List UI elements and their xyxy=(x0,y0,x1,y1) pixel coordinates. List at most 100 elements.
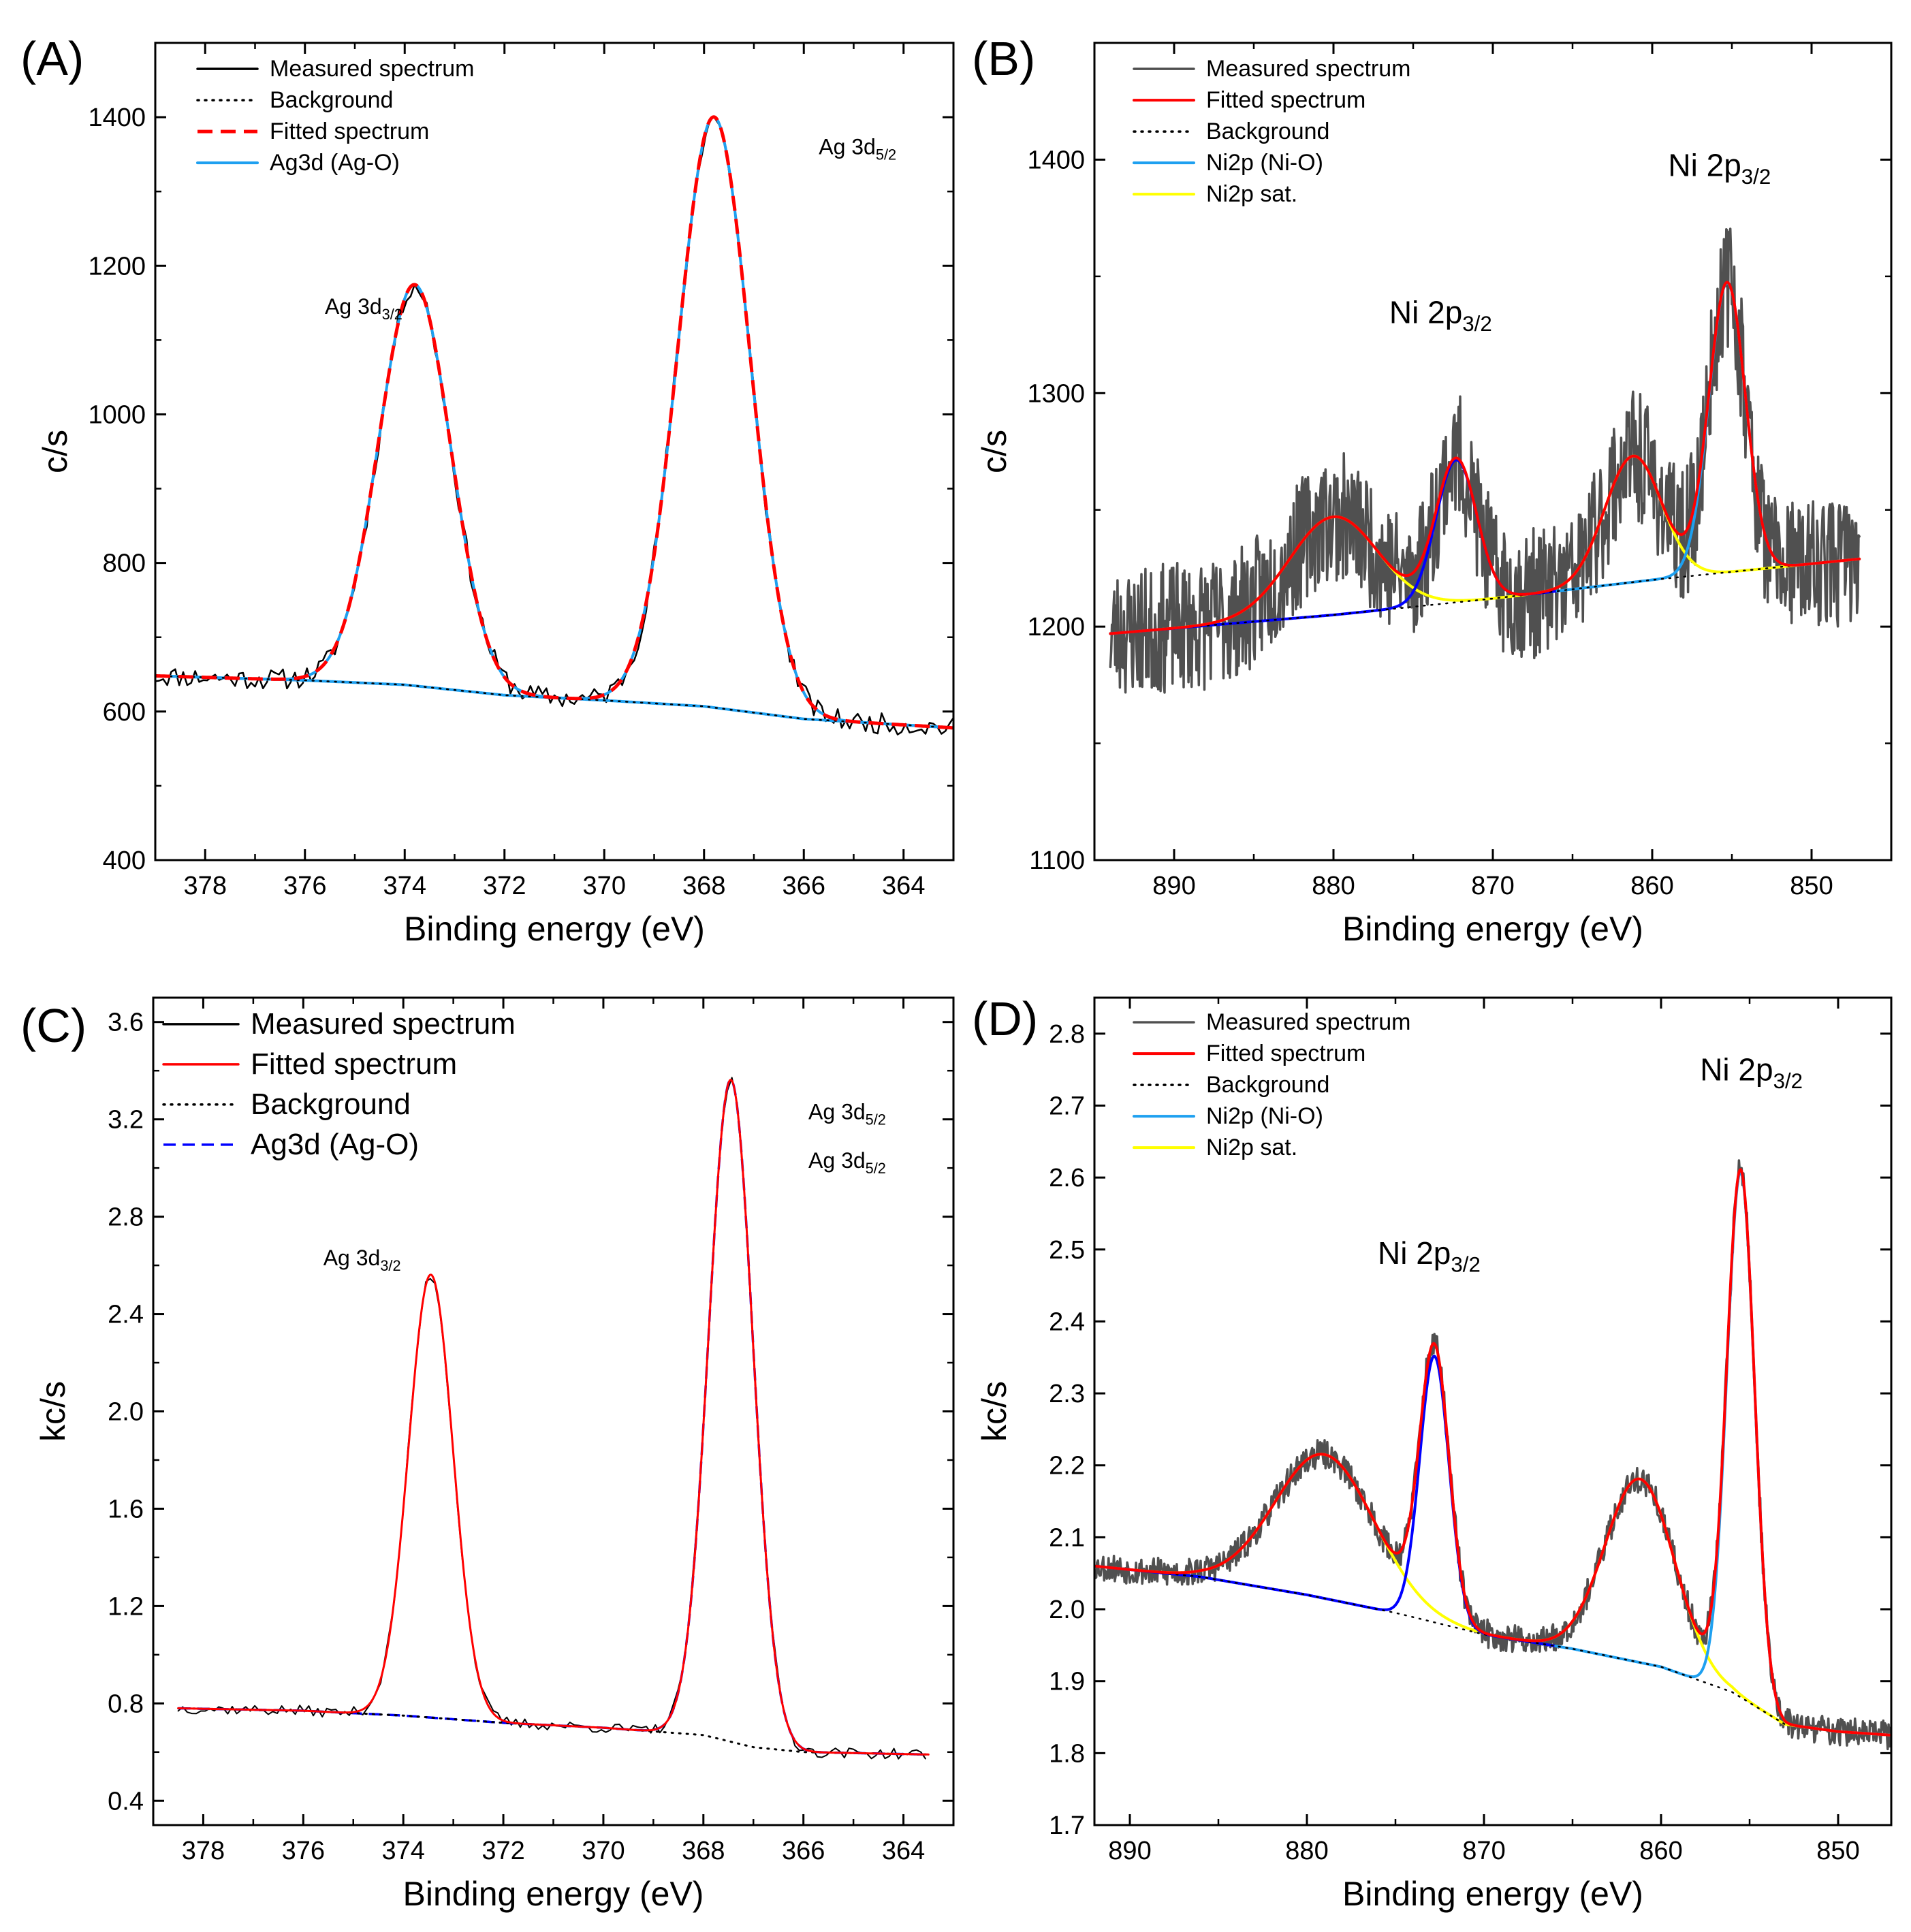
y-tick-label: 2.4 xyxy=(1049,1308,1085,1336)
x-tick-label: 880 xyxy=(1285,1837,1328,1865)
y-tick-label: 600 xyxy=(103,698,146,727)
x-tick-label: 368 xyxy=(682,872,725,900)
peak-annotation: Ni 2p3/2 xyxy=(1389,294,1492,336)
x-tick-label: 374 xyxy=(383,872,426,900)
y-axis-label: kc/s xyxy=(975,1381,1013,1442)
y-tick-label: 2.8 xyxy=(108,1203,144,1232)
peak-annotation: Ni 2p3/2 xyxy=(1700,1052,1803,1094)
y-tick-label: 2.0 xyxy=(108,1398,144,1427)
x-tick-label: 890 xyxy=(1108,1837,1151,1865)
y-tick-label: 1000 xyxy=(88,400,146,429)
x-tick-label: 860 xyxy=(1630,872,1673,900)
legend-entry: Measured spectrum xyxy=(1206,1009,1410,1035)
y-tick-label: 2.2 xyxy=(1049,1452,1085,1480)
series-fitted-spectrum xyxy=(177,1079,930,1756)
x-tick-label: 370 xyxy=(583,872,626,900)
y-tick-label: 800 xyxy=(103,550,146,578)
peak-annotation: Ag 3d3/2 xyxy=(323,1246,401,1274)
y-tick-label: 1200 xyxy=(1027,613,1085,642)
y-tick-label: 1.8 xyxy=(1049,1739,1085,1768)
x-tick-label: 368 xyxy=(682,1837,725,1865)
chart-panel-a: 378 376 374 372 370 368 366 364 400 600 800 1000 120… xyxy=(20,32,955,948)
y-axis-label: kc/s xyxy=(34,1381,72,1442)
chart-panel-c: 378 376 374 372 370 368 366 364 0.4 0.8 1.2 1.6 2.0 2… xyxy=(20,996,955,1913)
series-background xyxy=(1109,558,1861,635)
plot-frame xyxy=(1093,996,1893,1826)
y-tick-label: 3.2 xyxy=(108,1106,144,1135)
y-tick-label: 2.7 xyxy=(1049,1092,1085,1120)
x-axis-label: Binding energy (eV) xyxy=(403,1875,704,1913)
series-fitted-spectrum xyxy=(1094,1168,1891,1737)
x-tick-label: 364 xyxy=(882,1837,925,1865)
y-tick-label: 1400 xyxy=(1027,146,1085,174)
y-tick-label: 1.9 xyxy=(1049,1668,1085,1696)
legend: Measured spectrum Fitted spectrum Backgrou… xyxy=(1133,56,1410,207)
legend: Measured spectrum Background Fitted spectr… xyxy=(196,56,474,176)
y-tick-label: 1300 xyxy=(1027,379,1085,408)
peak-annotation: Ag 3d5/2 xyxy=(819,135,896,163)
peak-annotation: Ag 3d3/2 xyxy=(325,294,402,323)
x-axis-label: Binding energy (eV) xyxy=(1342,910,1643,948)
x-axis-label: Binding energy (eV) xyxy=(404,910,705,948)
y-axis-label: c/s xyxy=(36,430,74,473)
y-tick-label: 400 xyxy=(103,846,146,875)
x-tick-label: 366 xyxy=(783,872,825,900)
series-fitted-spectrum xyxy=(155,115,953,730)
x-tick-label: 860 xyxy=(1639,1837,1682,1865)
y-tick-label: 3.6 xyxy=(108,1009,144,1037)
chart-panel-d: 890 880 870 860 850 1.7 1.8 1.9 2.0 2.1 2.2 2.3 2.4 2… xyxy=(972,992,1893,1913)
legend-entry: Measured spectrum xyxy=(251,1007,516,1041)
x-tick-label: 372 xyxy=(483,872,526,900)
x-tick-label: 378 xyxy=(182,1837,225,1865)
y-tick-label: 2.1 xyxy=(1049,1523,1085,1552)
x-tick-label: 364 xyxy=(882,872,925,900)
y-tick-label: 0.4 xyxy=(108,1787,144,1816)
y-tick-label: 1.7 xyxy=(1049,1811,1085,1840)
legend-entry: Background xyxy=(251,1088,411,1121)
x-tick-label: 376 xyxy=(282,1837,325,1865)
legend-entry: Ni2p (Ni-O) xyxy=(1206,1103,1323,1129)
legend: Measured spectrum Fitted spectrum Backgrou… xyxy=(162,1007,516,1161)
y-tick-label: 2.0 xyxy=(1049,1596,1085,1624)
x-tick-label: 850 xyxy=(1816,1837,1859,1865)
x-axis-label: Binding energy (eV) xyxy=(1342,1875,1643,1913)
legend-entry: Fitted spectrum xyxy=(270,118,429,144)
legend: Measured spectrum Fitted spectrum Backgrou… xyxy=(1133,1009,1410,1160)
plot-area xyxy=(177,1077,930,1760)
x-tick-label: 372 xyxy=(481,1837,524,1865)
plot-area xyxy=(1094,1159,1891,1751)
x-tick-label: 366 xyxy=(782,1837,825,1865)
legend-entry: Ag3d (Ag-O) xyxy=(251,1128,419,1161)
chart-panel-b: 890 880 870 860 850 1100 1200 1300 1400 Binding e… xyxy=(972,32,1893,948)
legend-entry: Fitted spectrum xyxy=(1206,87,1365,113)
series-measured-spectrum xyxy=(1109,227,1861,694)
series-background xyxy=(155,675,953,729)
y-tick-label: 2.8 xyxy=(1049,1020,1085,1049)
y-tick-label: 2.3 xyxy=(1049,1380,1085,1408)
y-tick-label: 1.6 xyxy=(108,1495,144,1523)
legend-entry: Background xyxy=(270,87,393,113)
series-fitted-spectrum xyxy=(1109,281,1861,635)
y-tick-label: 2.5 xyxy=(1049,1236,1085,1265)
x-tick-label: 870 xyxy=(1471,872,1514,900)
y-tick-label: 1400 xyxy=(88,104,146,132)
x-tick-label: 378 xyxy=(184,872,227,900)
series-measured-spectrum xyxy=(155,116,953,735)
legend-entry: Measured spectrum xyxy=(270,56,474,82)
x-tick-label: 850 xyxy=(1790,872,1833,900)
peak-annotation: Ni 2p3/2 xyxy=(1378,1235,1481,1277)
y-tick-label: 1.2 xyxy=(108,1592,144,1621)
y-tick-label: 2.6 xyxy=(1049,1164,1085,1192)
legend-entry: Ni2p (Ni-O) xyxy=(1206,150,1323,176)
peak-annotation: Ni 2p3/2 xyxy=(1668,147,1771,189)
legend-entry: Fitted spectrum xyxy=(251,1047,457,1081)
legend-entry: Ag3d (Ag-O) xyxy=(270,150,400,176)
plot-area xyxy=(1109,227,1861,694)
plot-area xyxy=(155,115,953,735)
x-tick-label: 376 xyxy=(283,872,326,900)
y-axis-label: c/s xyxy=(975,430,1013,473)
panel-label: (B) xyxy=(972,32,1035,85)
y-tick-label: 1200 xyxy=(88,252,146,281)
peak-annotation: Ag 3d5/2 xyxy=(808,1100,886,1128)
